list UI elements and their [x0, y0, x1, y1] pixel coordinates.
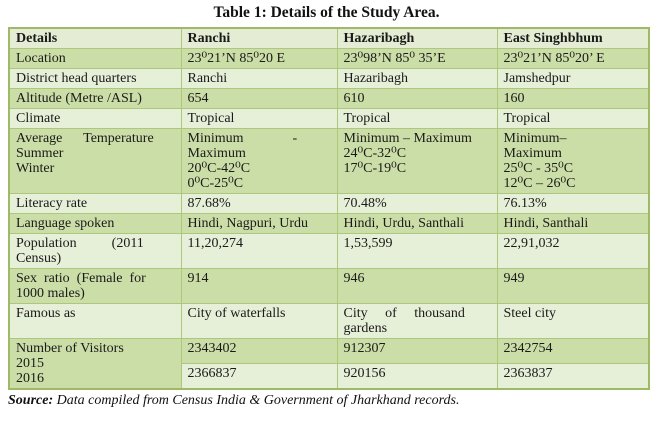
cell: 160 [496, 88, 650, 109]
table-row-language: Language spoken Hindi, Nagpuri, Urdu Hin… [8, 213, 650, 234]
cell: Minimum – Maximum 24⁰C-32⁰C 17⁰C-19⁰C [336, 128, 498, 194]
table-row-location: Location 23⁰21’N 85⁰20 E 23⁰98’N 85⁰ 35’… [8, 48, 650, 69]
cell: Hindi, Nagpuri, Urdu [180, 213, 338, 234]
cell: Jamshedpur [496, 68, 650, 89]
cell: 946 [336, 268, 498, 304]
cell: 2366837 [180, 362, 338, 390]
cell: Tropical [496, 108, 650, 129]
cell: City of thousand gardens [336, 303, 498, 339]
cell: 920156 [336, 362, 498, 390]
cell: Tropical [180, 108, 338, 129]
cell: 1,53,599 [336, 233, 498, 269]
cell: Hazaribagh [336, 68, 498, 89]
cell: 949 [496, 268, 650, 304]
cell: 2343402 [180, 338, 338, 364]
header-row: Details Ranchi Hazaribagh East Singhbhum [8, 27, 650, 49]
cell: 22,91,032 [496, 233, 650, 269]
table-row-district-hq: District head quarters Ranchi Hazaribagh… [8, 68, 650, 89]
table-title: Table 1: Details of the Study Area. [213, 4, 440, 21]
cell: 23⁰21’N 85⁰20’ E [496, 48, 650, 69]
page: Table 1: Details of the Study Area. Deta… [0, 4, 653, 425]
cell: 912307 [336, 338, 498, 364]
row-label: Average Temperature Summer Winter [8, 128, 182, 194]
row-label: Famous as [8, 303, 182, 339]
row-label: Climate [8, 108, 182, 129]
cell: 87.68% [180, 193, 338, 214]
study-area-table: Details Ranchi Hazaribagh East Singhbhum… [8, 27, 650, 390]
cell: 76.13% [496, 193, 650, 214]
row-label: Literacy rate [8, 193, 182, 214]
table-row-visitors-2015: Number of Visitors 2015 2016 2343402 912… [8, 338, 650, 390]
cell: 610 [336, 88, 498, 109]
row-label: Altitude (Metre /ASL) [8, 88, 182, 109]
cell: 2363837 [496, 362, 650, 390]
cell: 654 [180, 88, 338, 109]
table-row-population: Population (2011 Census) 11,20,274 1,53,… [8, 233, 650, 269]
row-label: Population (2011 Census) [8, 233, 182, 269]
cell: 11,20,274 [180, 233, 338, 269]
column-header-details: Details [8, 27, 182, 49]
cell: Minimum - Maximum 20⁰C-42⁰C 0⁰C-25⁰C [180, 128, 338, 194]
cell: Hindi, Santhali [496, 213, 650, 234]
cell: Hindi, Urdu, Santhali [336, 213, 498, 234]
table-row-visitors-2016: 2366837 920156 2363837 [9, 362, 650, 390]
cell: Ranchi [180, 68, 338, 89]
cell: Steel city [496, 303, 650, 339]
cell: City of waterfalls [180, 303, 338, 339]
row-label: Language spoken [8, 213, 182, 234]
row-label: District head quarters [8, 68, 182, 89]
row-label: Sex ratio (Female for 1000 males) [8, 268, 182, 304]
source-label: Source: [8, 393, 54, 408]
table-row-sex-ratio: Sex ratio (Female for 1000 males) 914 94… [8, 268, 650, 304]
cell: 914 [180, 268, 338, 304]
source-text: Data compiled from Census India & Govern… [53, 393, 460, 408]
cell: Minimum– Maximum 25⁰C - 35⁰C 12⁰C – 26⁰C [496, 128, 650, 194]
source-note: Source: Data compiled from Census India … [8, 393, 653, 409]
cell: 70.48% [336, 193, 498, 214]
row-label-visitors: Number of Visitors 2015 2016 [8, 338, 182, 390]
table-row-famous-as: Famous as City of waterfalls City of tho… [8, 303, 650, 339]
cell: Tropical [336, 108, 498, 129]
column-header-hazaribagh: Hazaribagh [336, 27, 498, 49]
column-header-east-singhbhum: East Singhbhum [496, 27, 650, 49]
cell: 23⁰98’N 85⁰ 35’E [336, 48, 498, 69]
table-row-temperature: Average Temperature Summer Winter Minimu… [8, 128, 650, 194]
cell: 23⁰21’N 85⁰20 E [180, 48, 338, 69]
column-header-ranchi: Ranchi [180, 27, 338, 49]
table-row-climate: Climate Tropical Tropical Tropical [8, 108, 650, 129]
table-row-literacy: Literacy rate 87.68% 70.48% 76.13% [8, 193, 650, 214]
cell: 2342754 [496, 338, 650, 364]
table-row-altitude: Altitude (Metre /ASL) 654 610 160 [8, 88, 650, 109]
row-label: Location [8, 48, 182, 69]
